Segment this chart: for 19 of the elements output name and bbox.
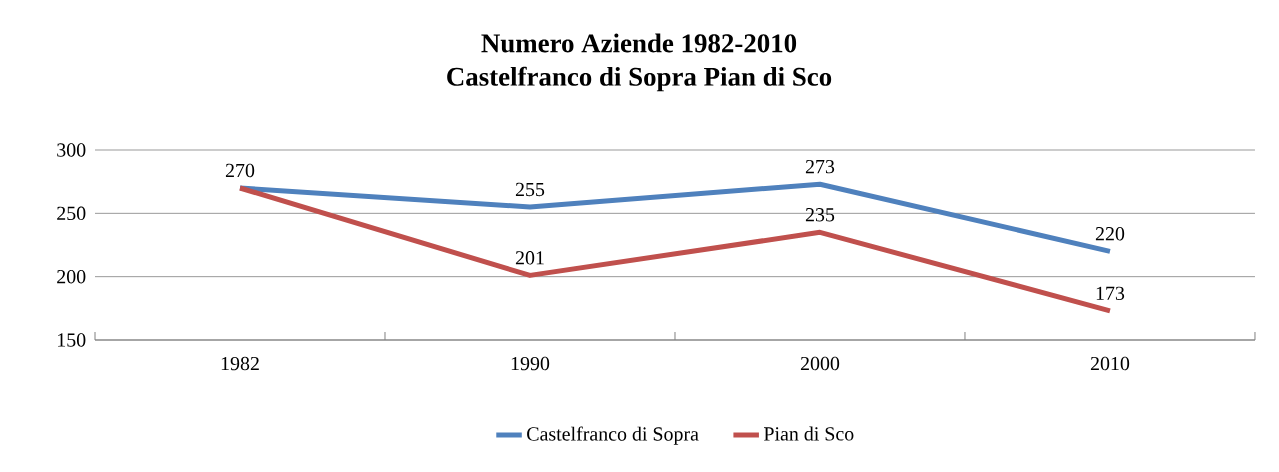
data-label: 255 (515, 182, 545, 197)
data-label: 220 (1095, 227, 1125, 241)
chart-title: Numero Aziende 1982-2010 (481, 33, 797, 53)
chart-subtitle: Castelfranco di Sopra Pian di Sco (447, 66, 832, 92)
data-label: 201 (515, 251, 544, 265)
data-label: 235 (805, 208, 835, 222)
x-tick-label: 1982 (221, 356, 259, 371)
y-tick-label: 300 (57, 143, 86, 157)
legend-label: Castelfranco di Sopra (527, 426, 699, 445)
x-tick-label: 2000 (800, 356, 840, 371)
data-label: 173 (1096, 286, 1125, 301)
y-tick-label: 200 (57, 269, 86, 284)
y-tick-label: 250 (57, 206, 86, 221)
data-label: 270 (225, 163, 255, 178)
data-label: 273 (805, 159, 835, 174)
y-tick-label: 150 (58, 333, 86, 347)
x-tick-label: 1990 (511, 356, 550, 371)
legend-label: Pian di Sco (764, 426, 854, 441)
x-tick-label: 2010 (1090, 356, 1130, 371)
